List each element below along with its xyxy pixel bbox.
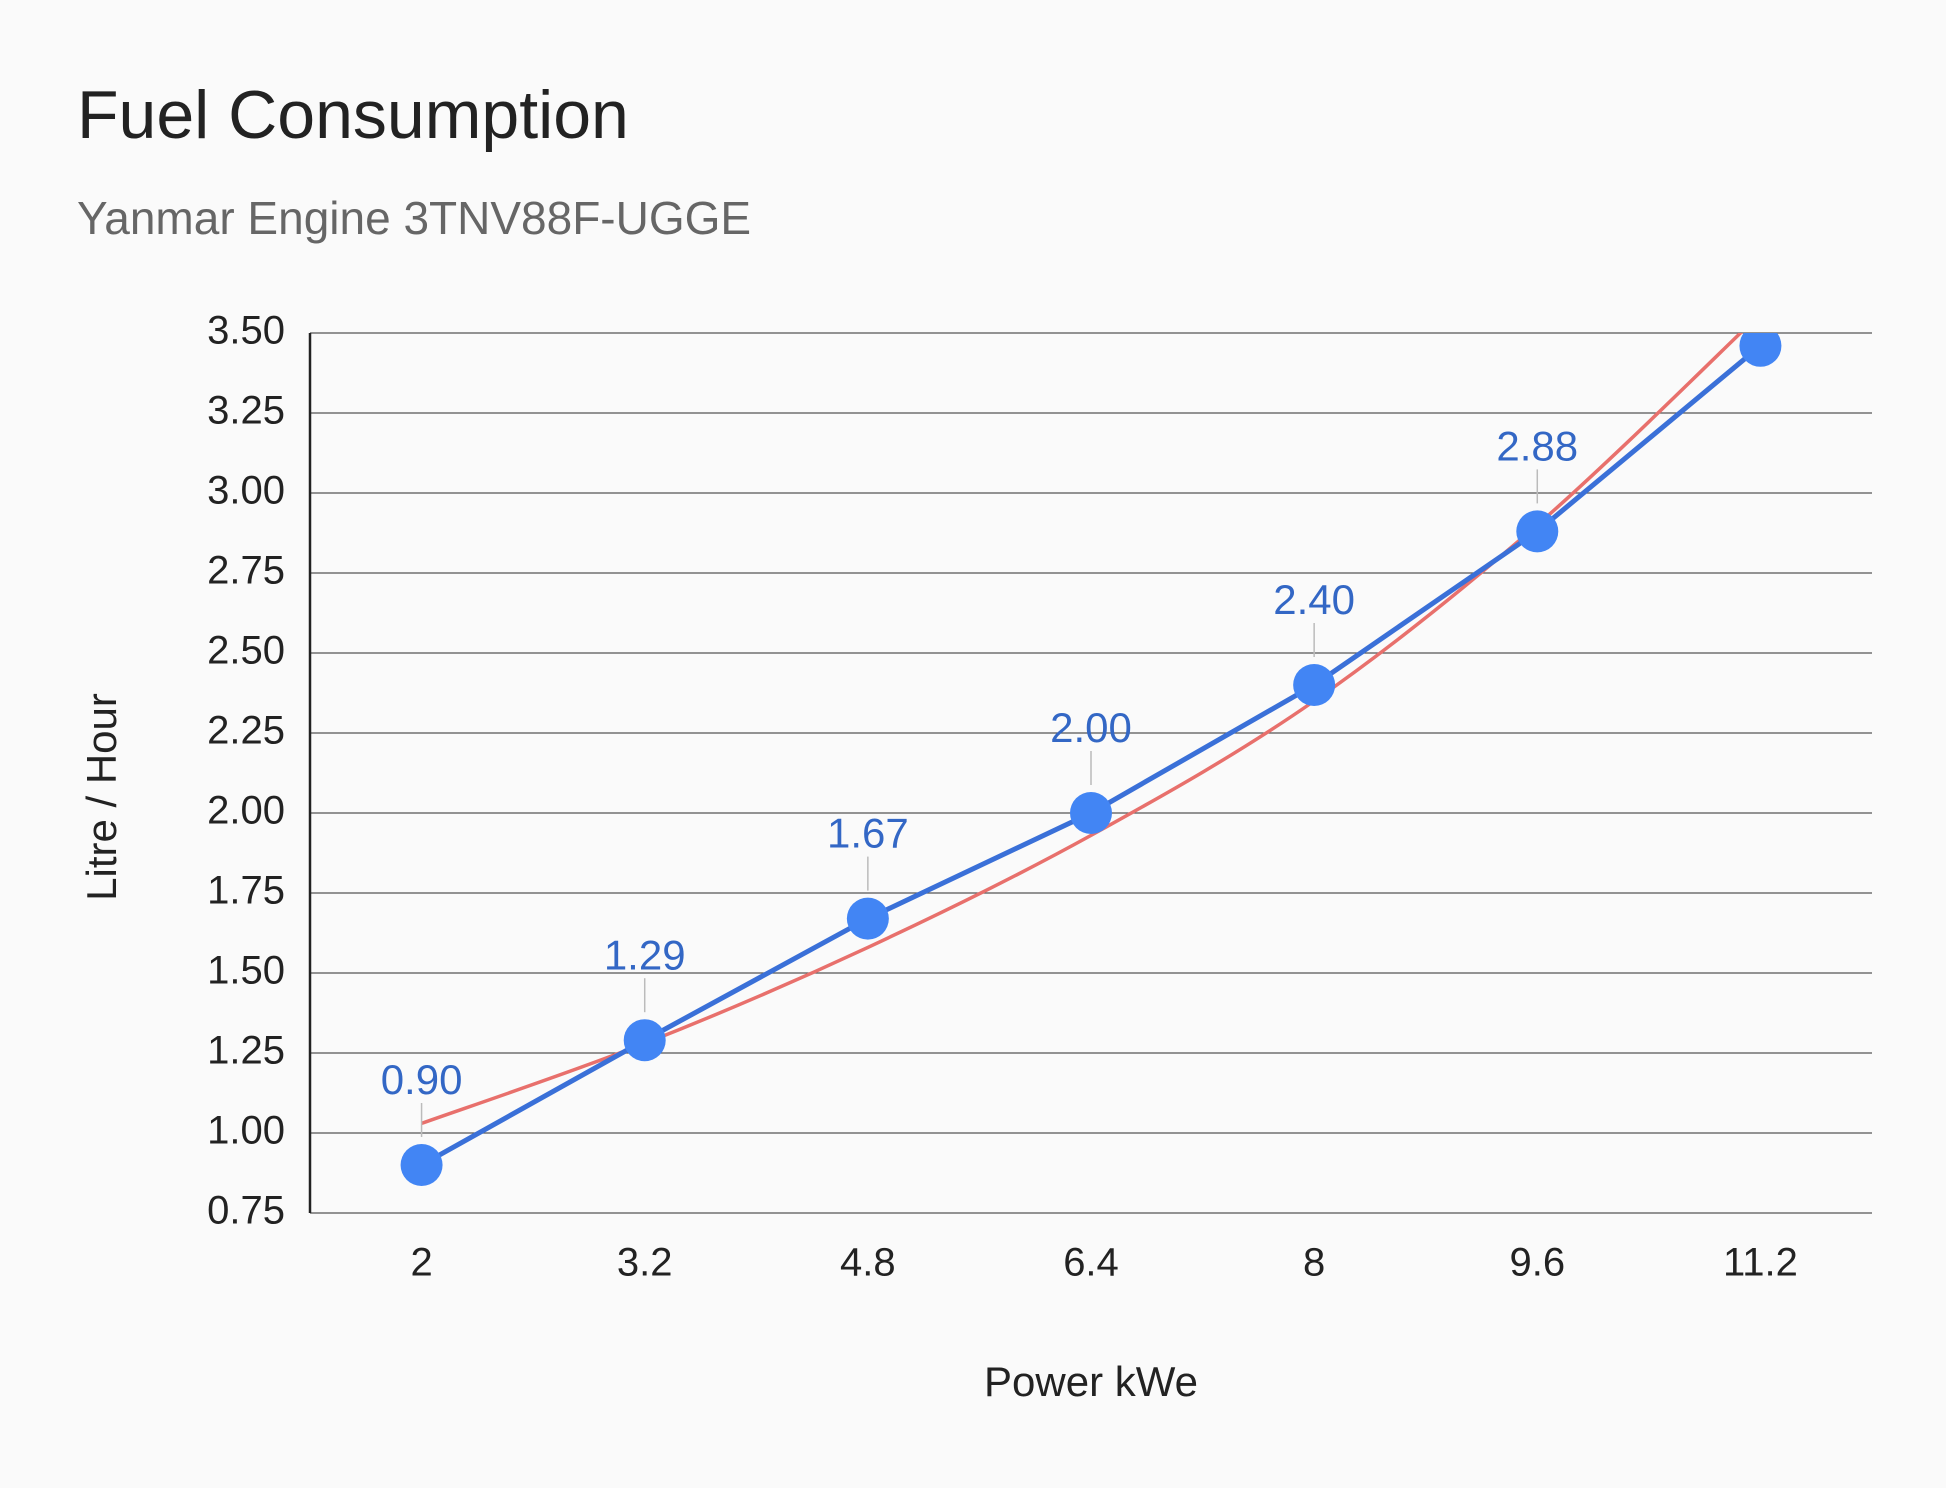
y-tick-label: 3.25 [207,389,285,433]
data-label: 0.90 [381,1056,463,1103]
x-tick-label: 2 [410,1241,432,1285]
x-tick-label: 11.2 [1723,1241,1798,1285]
data-label: 2.00 [1050,704,1132,751]
x-tick-label: 6.4 [1063,1241,1119,1285]
point [400,1144,443,1186]
chart-subtitle: Yanmar Engine 3TNV88F-UGGE [77,192,751,244]
y-tick-label: 1.75 [207,869,285,913]
y-axis-label: Litre / Hour [78,693,125,901]
data-label: 2.40 [1273,576,1355,623]
data-label: 1.29 [604,931,686,978]
y-tick-label: 3.00 [207,469,285,513]
y-tick-label: 1.25 [207,1029,285,1073]
y-tick-label: 2.75 [207,549,285,593]
y-tick-label: 2.00 [207,789,285,833]
point [623,1019,666,1062]
point [1739,333,1782,367]
data-label: 1.67 [827,810,909,857]
point [1293,664,1336,706]
point [1516,510,1559,553]
point [846,897,889,940]
y-tick-label: 3.50 [207,309,285,353]
y-tick-label: 1.50 [207,949,285,993]
y-tick-label: 2.25 [207,709,285,753]
x-tick-label: 8 [1303,1241,1325,1285]
data-label: 2.88 [1496,422,1578,469]
y-tick-label: 0.75 [207,1189,285,1233]
x-tick-label: 9.6 [1509,1241,1565,1285]
y-tick-label: 1.00 [207,1109,285,1153]
chart-title: Fuel Consumption [77,77,629,153]
plot-area [400,333,1782,1186]
y-tick-label: 2.50 [207,629,285,673]
x-tick-label: 3.2 [617,1241,673,1285]
x-tick-label: 4.8 [840,1241,896,1285]
x-axis-label: Power kWe [984,1358,1198,1405]
point [1070,792,1112,834]
